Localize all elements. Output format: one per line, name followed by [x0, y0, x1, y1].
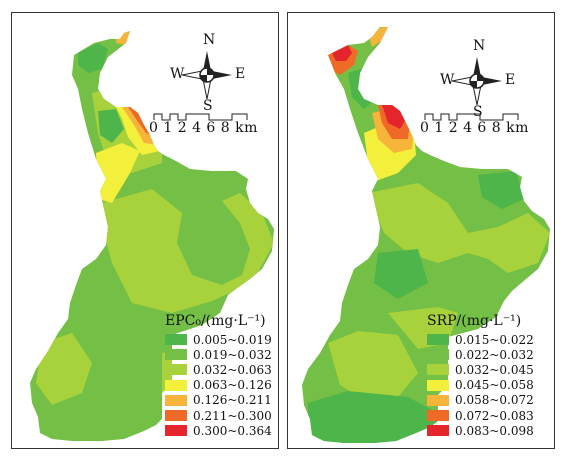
legend-title: SRP/(mg·L⁻¹) [427, 313, 522, 329]
legend-srp: SRP/(mg·L⁻¹) 0.015~0.022 0.022~0.032 0.0… [424, 313, 542, 438]
compass-rose: N W E S [168, 33, 246, 117]
legend-label: 0.019~0.032 [193, 347, 272, 362]
legend-swatch [427, 394, 449, 406]
legend-swatch [165, 364, 187, 376]
legend-item: 0.058~0.072 [424, 393, 542, 408]
legend-epc0: EPC₀/(mg·L⁻¹) 0.005~0.019 0.019~0.032 0.… [162, 313, 278, 438]
legend-swatch [427, 349, 449, 361]
scale-bar-graphic [424, 113, 519, 121]
compass-south-label: S [203, 98, 213, 114]
zone-c3-southwest [36, 333, 92, 405]
compass-rose: N W E S [438, 39, 516, 123]
legend-label: 0.005~0.019 [193, 332, 272, 347]
legend-swatch [165, 349, 187, 361]
legend-item: 0.063~0.126 [162, 378, 278, 393]
legend-rows: 0.005~0.019 0.019~0.032 0.032~0.063 0.06… [162, 332, 278, 438]
compass-icon [181, 51, 232, 100]
compass-south-label: S [473, 104, 483, 120]
legend-item: 0.022~0.032 [424, 347, 542, 362]
compass-west-label: W [170, 66, 185, 82]
zone-c3-southwest [328, 331, 418, 403]
zone-c4-west [96, 143, 140, 203]
legend-label: 0.072~0.083 [455, 408, 534, 423]
legend-swatch [427, 379, 449, 391]
legend-label: 0.211~0.300 [193, 408, 272, 423]
legend-label: 0.032~0.045 [455, 362, 534, 377]
scale-bar-labels: 0 1 2 4 6 8 km [149, 120, 258, 136]
legend-swatch [427, 364, 449, 376]
legend-item: 0.032~0.045 [424, 362, 542, 377]
legend-swatch [165, 425, 187, 437]
legend-label: 0.063~0.126 [193, 378, 272, 393]
legend-rows: 0.015~0.022 0.022~0.032 0.032~0.045 0.04… [424, 332, 542, 438]
legend-label: 0.083~0.098 [455, 423, 534, 438]
legend-swatch [165, 394, 187, 406]
legend-item: 0.126~0.211 [162, 393, 278, 408]
compass-east-label: E [505, 72, 516, 88]
legend-swatch [427, 410, 449, 422]
map-panel-srp: N W E S 0 1 2 4 6 8 km SRP/(mg·L⁻¹) 0.01… [287, 12, 555, 449]
legend-item: 0.072~0.083 [424, 408, 542, 423]
legend-item: 0.083~0.098 [424, 423, 542, 438]
legend-label: 0.032~0.063 [193, 362, 272, 377]
compass-icon [451, 57, 502, 106]
legend-item: 0.005~0.019 [162, 332, 278, 347]
legend-label: 0.015~0.022 [455, 332, 534, 347]
scale-bar-labels: 0 1 2 4 6 8 km [420, 120, 529, 136]
map-panel-epc0: N W E S 0 1 2 4 6 8 km EPC₀/(mg·L⁻¹) 0.0… [11, 12, 279, 449]
legend-swatch [427, 425, 449, 437]
legend-item: 0.019~0.032 [162, 347, 278, 362]
zone-c1-north [98, 109, 124, 143]
legend-swatch [165, 379, 187, 391]
zone-c1-northeast [478, 171, 524, 209]
legend-item: 0.045~0.058 [424, 378, 542, 393]
zone-c3-center [102, 189, 274, 313]
scale-bar-graphic [153, 113, 248, 121]
legend-item: 0.211~0.300 [162, 408, 278, 423]
compass-north-label: N [203, 32, 216, 48]
zone-c5 [122, 107, 158, 145]
compass-north-label: N [473, 38, 486, 54]
legend-label: 0.058~0.072 [455, 393, 534, 408]
legend-item: 0.015~0.022 [424, 332, 542, 347]
legend-swatch [427, 334, 449, 346]
legend-swatch [165, 410, 187, 422]
legend-label: 0.126~0.211 [193, 393, 272, 408]
zone-c5-inlet [116, 31, 130, 45]
epc0-contour-map [30, 31, 274, 441]
legend-label: 0.045~0.058 [455, 378, 534, 393]
scale-bar: 0 1 2 4 6 8 km [420, 108, 530, 142]
zone-c7-inlet [332, 45, 352, 61]
legend-item: 0.032~0.063 [162, 362, 278, 377]
scale-bar: 0 1 2 4 6 8 km [149, 108, 259, 142]
zone-c7 [382, 105, 406, 129]
legend-swatch [165, 334, 187, 346]
legend-label: 0.022~0.032 [455, 347, 534, 362]
zone-c1-inlet [78, 43, 108, 73]
zone-c1-south [308, 391, 438, 443]
legend-title: EPC₀/(mg·L⁻¹) [165, 313, 266, 329]
legend-item: 0.300~0.364 [162, 423, 278, 438]
legend-label: 0.300~0.364 [193, 423, 272, 438]
compass-east-label: E [235, 66, 246, 82]
compass-west-label: W [440, 72, 455, 88]
zone-c5-inlet [368, 27, 388, 47]
zone-c1-center [374, 249, 428, 299]
